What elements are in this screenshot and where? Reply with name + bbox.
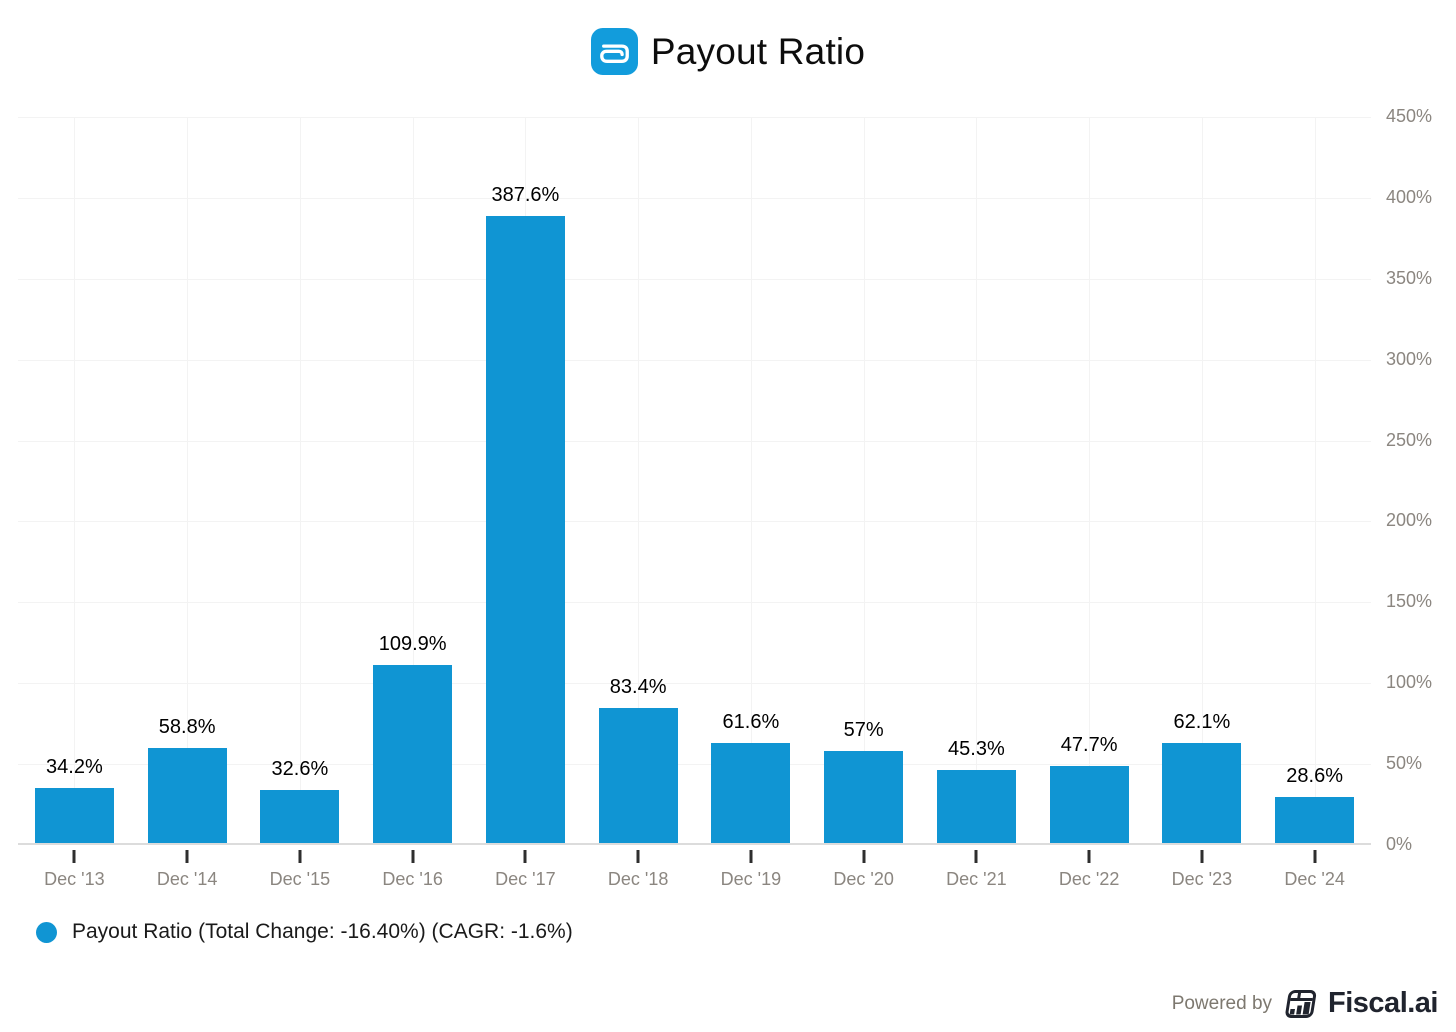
bar-value-label: 45.3% — [948, 737, 1005, 760]
x-axis-tick — [1200, 850, 1204, 863]
x-tick-label: Dec '16 — [382, 869, 443, 889]
x-tick-label: Dec '20 — [833, 869, 894, 889]
bar-dec-15[interactable] — [260, 790, 340, 843]
bar-value-label: 62.1% — [1173, 710, 1231, 733]
bar-dec-18[interactable] — [598, 708, 678, 843]
x-axis-tick — [1087, 850, 1091, 863]
bar-value-label: 34.2% — [46, 755, 103, 778]
x-axis-tick — [411, 850, 415, 863]
fiscal-ai-logo-icon — [1284, 989, 1318, 1019]
x-axis-tick — [749, 850, 753, 863]
x-axis-tick — [636, 850, 640, 863]
vertical-gridline — [1201, 117, 1203, 843]
legend-item-payout-ratio[interactable]: Payout Ratio (Total Change: -16.40%) (CA… — [36, 920, 573, 944]
bar-value-label: 28.6% — [1286, 764, 1343, 787]
vertical-gridline — [1314, 117, 1316, 843]
vertical-gridline — [187, 117, 189, 843]
bar-value-label: 83.4% — [609, 676, 667, 699]
bar-dec-24[interactable] — [1275, 796, 1355, 843]
horizontal-gridline — [18, 521, 1371, 523]
vertical-gridline — [750, 117, 752, 843]
bar-value-label: 47.7% — [1060, 733, 1118, 756]
bar-value-label: 58.8% — [158, 715, 216, 738]
y-tick-label: 100% — [1386, 672, 1433, 693]
bar-dec-20[interactable] — [824, 750, 904, 843]
x-tick-label: Dec '22 — [1058, 869, 1120, 889]
x-tick-label: Dec '13 — [44, 869, 105, 889]
horizontal-gridline — [18, 197, 1371, 199]
y-tick-label: 250% — [1386, 429, 1433, 450]
x-tick-label: Dec '19 — [720, 869, 782, 889]
x-axis-tick — [1313, 850, 1317, 863]
chart-title: Payout Ratio — [650, 30, 866, 72]
bar-dec-17[interactable] — [485, 215, 565, 843]
horizontal-gridline — [18, 683, 1371, 685]
x-tick-label: Dec '24 — [1284, 869, 1345, 889]
x-tick-label: Dec '21 — [946, 869, 1007, 889]
horizontal-gridline — [18, 440, 1371, 442]
bar-value-label: 109.9% — [378, 633, 447, 656]
fiscal-ai-wordmark: Fiscal.ai — [1328, 987, 1438, 1019]
vertical-gridline — [863, 117, 865, 843]
bar-dec-14[interactable] — [147, 747, 227, 843]
x-axis-tick — [862, 850, 866, 863]
bar-dec-13[interactable] — [34, 787, 114, 843]
bar-value-label: 61.6% — [722, 711, 780, 734]
horizontal-gridline — [18, 117, 1371, 118]
x-axis-tick — [185, 850, 189, 863]
x-tick-label: Dec '17 — [495, 869, 556, 889]
vertical-gridline — [299, 117, 301, 843]
bar-dec-16[interactable] — [373, 665, 453, 843]
horizontal-gridline — [18, 764, 1371, 766]
bar-dec-23[interactable] — [1162, 742, 1242, 843]
y-tick-label: 200% — [1386, 510, 1433, 531]
bar-dec-21[interactable] — [936, 769, 1016, 843]
horizontal-gridline — [18, 602, 1371, 604]
horizontal-gridline — [18, 359, 1371, 361]
bar-value-label: 387.6% — [491, 183, 560, 206]
bar-value-label: 57% — [843, 718, 884, 741]
plot-area: 34.2% Dec '13 58.8% Dec '14 32.6% Dec '15 109.… — [18, 117, 1371, 889]
x-tick-label: Dec '18 — [607, 869, 669, 889]
x-axis-tick — [974, 850, 978, 863]
legend-label: Payout Ratio (Total Change: -16.40%) (CA… — [72, 920, 573, 943]
x-tick-label: Dec '15 — [269, 869, 331, 889]
vertical-gridline — [412, 117, 414, 843]
y-tick-label: 50% — [1386, 753, 1423, 774]
branding-footer: Powered by Fiscal.ai — [1171, 987, 1439, 1020]
y-tick-label: 350% — [1386, 267, 1433, 288]
chart-header: Payout Ratio — [0, 28, 1456, 75]
vertical-gridline — [1089, 117, 1091, 843]
x-axis-tick — [72, 850, 76, 863]
vertical-gridline — [74, 117, 76, 843]
horizontal-gridline — [18, 278, 1371, 280]
bar-dec-19[interactable] — [711, 743, 791, 843]
y-tick-label: 150% — [1386, 591, 1433, 612]
x-axis-tick — [523, 850, 527, 863]
vertical-gridline — [976, 117, 978, 843]
x-tick-label: Dec '14 — [156, 869, 218, 889]
bar-dec-22[interactable] — [1049, 765, 1129, 843]
x-axis-tick — [298, 850, 302, 863]
y-tick-label: 300% — [1386, 348, 1433, 369]
powered-by-text: Powered by — [1171, 992, 1273, 1014]
abbott-a-icon — [590, 28, 638, 75]
y-tick-label: 400% — [1386, 186, 1433, 207]
bar-value-label: 32.6% — [271, 758, 329, 781]
vertical-gridline — [638, 117, 640, 843]
legend-marker-dot — [36, 921, 57, 943]
y-tick-label: 0% — [1386, 834, 1413, 854]
x-tick-label: Dec '23 — [1171, 869, 1233, 889]
y-tick-label: 450% — [1386, 106, 1433, 126]
